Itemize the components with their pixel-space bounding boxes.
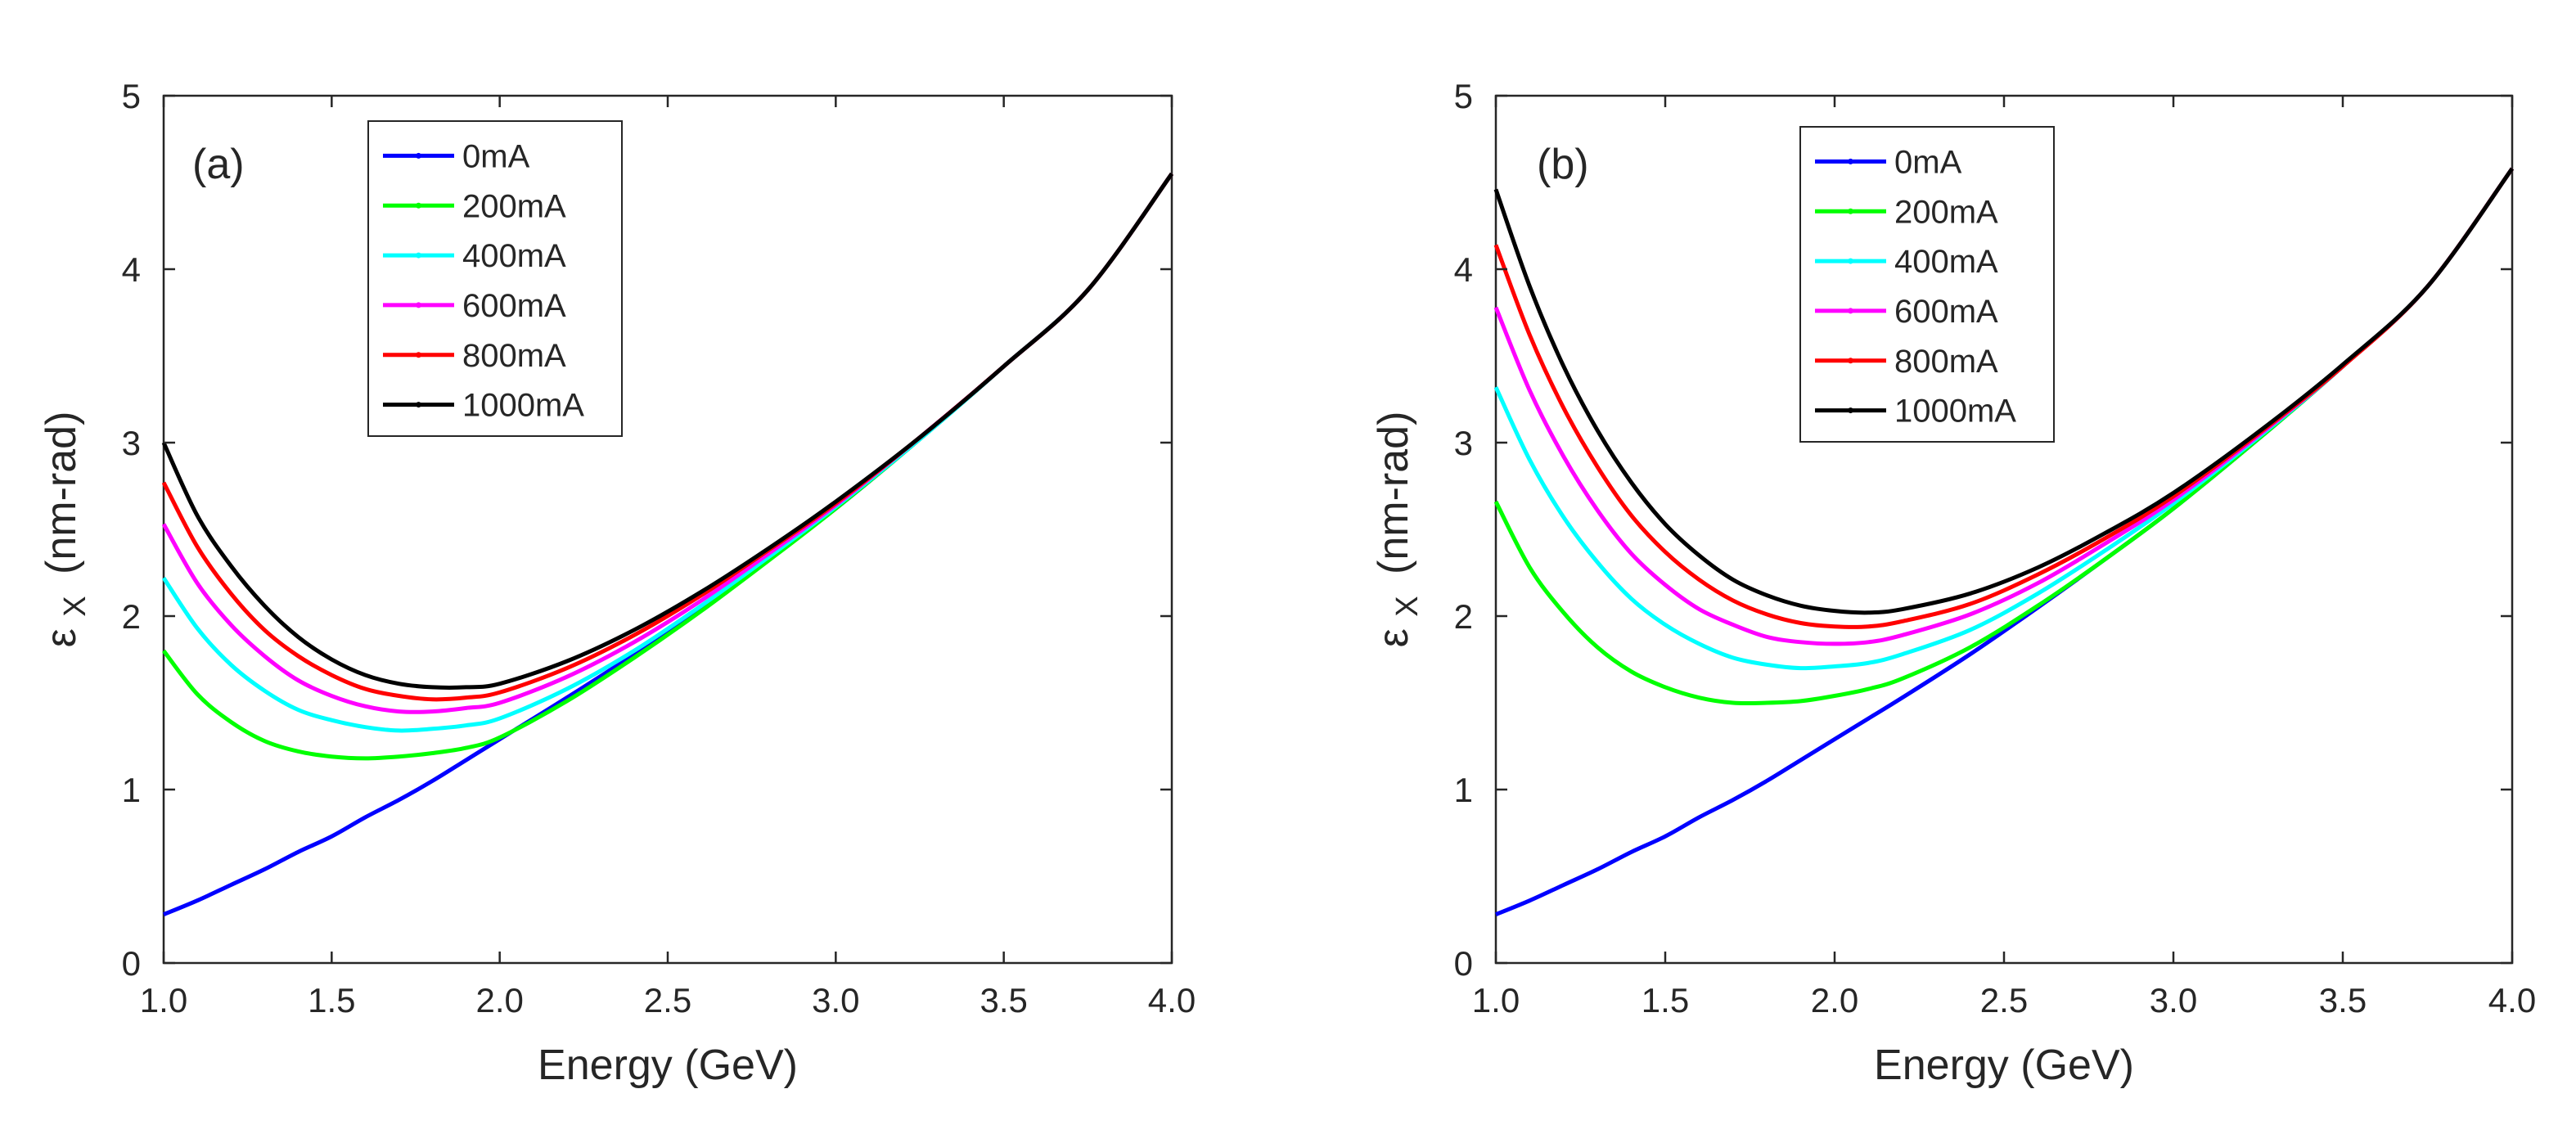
x-tick-label: 3.0 — [812, 981, 859, 1019]
legend-marker-400mA — [416, 252, 421, 259]
y-axis-label-symbol: ε — [1370, 628, 1417, 647]
ticks-layer: 1.0 1.5 2.0 2.5 3.0 3.5 4.0 0 1 2 3 4 5 — [1454, 77, 2537, 1019]
y-axis-label: ε X (nm-rad) — [38, 412, 95, 648]
legend: 0mA 200mA 400mA 600mA 800mA 1000mA — [1799, 126, 2055, 443]
y-tick-label: 5 — [122, 77, 141, 115]
x-tick-label: 3.5 — [980, 981, 1027, 1019]
ticks-layer: 1.0 1.5 2.0 2.5 3.0 3.5 4.0 0 1 2 3 4 5 — [122, 77, 1196, 1019]
legend-box — [1799, 126, 2055, 443]
y-tick-label: 1 — [1454, 771, 1473, 809]
y-axis-label: ε X (nm-rad) — [1370, 412, 1427, 648]
y-tick-label: 4 — [1454, 250, 1473, 289]
y-tick-label: 2 — [1454, 597, 1473, 636]
chart-panel-b: 1.0 1.5 2.0 2.5 3.0 3.5 4.0 0 1 2 3 4 5 (b) Energy (… — [1370, 77, 2536, 1089]
legend-label-200mA: 200mA — [462, 188, 566, 224]
panel-label: (b) — [1537, 141, 1589, 188]
legend-label-600mA: 600mA — [1894, 294, 1998, 330]
x-tick-label: 3.0 — [2150, 981, 2197, 1019]
series-layer — [1493, 167, 2515, 916]
legend-box — [367, 120, 623, 437]
legend-marker-400mA — [1848, 258, 1853, 264]
legend-marker-1000mA — [1848, 407, 1853, 414]
legend-label-400mA: 400mA — [1894, 244, 1998, 280]
y-axis-label-subscript: X — [1390, 596, 1425, 616]
y-tick-label: 4 — [122, 250, 141, 289]
legend-marker-200mA — [416, 202, 421, 209]
legend-label-0mA: 0mA — [462, 138, 530, 174]
legend-marker-800mA — [1848, 358, 1853, 364]
x-tick-label: 1.0 — [140, 981, 187, 1019]
x-tick-label: 1.5 — [308, 981, 355, 1019]
legend-marker-600mA — [1848, 308, 1853, 314]
x-tick-label: 1.5 — [1642, 981, 1689, 1019]
x-tick-label: 4.0 — [1148, 981, 1196, 1019]
series-line-1000mA — [1493, 167, 2515, 615]
legend: 0mA 200mA 400mA 600mA 800mA 1000mA — [367, 120, 623, 437]
x-tick-label: 3.5 — [2319, 981, 2367, 1019]
legend-label-1000mA: 1000mA — [462, 388, 584, 424]
chart-panel-a: 1.0 1.5 2.0 2.5 3.0 3.5 4.0 0 1 2 3 4 5 (a) Energy (… — [38, 77, 1196, 1089]
x-tick-label: 4.0 — [2488, 981, 2536, 1019]
legend-label-400mA: 400mA — [462, 238, 566, 274]
legend-label-600mA: 600mA — [462, 288, 566, 324]
y-tick-label: 2 — [122, 597, 141, 636]
x-tick-label: 2.5 — [1980, 981, 2028, 1019]
series-line-1000mA — [161, 172, 1174, 690]
legend-label-800mA: 800mA — [1894, 344, 1998, 380]
x-axis-label: Energy (GeV) — [1874, 1042, 2134, 1089]
y-tick-label: 0 — [122, 944, 141, 983]
legend-marker-600mA — [416, 302, 421, 308]
x-tick-label: 2.0 — [1811, 981, 1858, 1019]
panel-label: (a) — [192, 141, 245, 188]
legend-marker-800mA — [416, 352, 421, 358]
legend-marker-0mA — [1848, 158, 1853, 164]
x-axis-label: Energy (GeV) — [538, 1042, 798, 1089]
y-axis-label-unit: (nm-rad) — [38, 412, 85, 574]
x-tick-label: 2.5 — [644, 981, 691, 1019]
legend-marker-0mA — [416, 152, 421, 159]
legend-label-1000mA: 1000mA — [1894, 394, 2016, 430]
x-tick-label: 2.0 — [475, 981, 523, 1019]
y-tick-label: 0 — [1454, 944, 1473, 983]
y-axis-label-subscript: X — [58, 596, 92, 616]
legend-marker-1000mA — [416, 402, 421, 408]
y-tick-label: 5 — [1454, 77, 1473, 115]
y-axis-label-symbol: ε — [38, 628, 85, 647]
y-tick-label: 3 — [122, 424, 141, 462]
legend-label-0mA: 0mA — [1894, 144, 1962, 180]
legend-label-800mA: 800mA — [462, 338, 566, 374]
series-layer — [161, 172, 1174, 916]
y-axis-label-unit: (nm-rad) — [1370, 412, 1417, 574]
y-tick-label: 3 — [1454, 424, 1473, 462]
x-tick-label: 1.0 — [1472, 981, 1520, 1019]
y-tick-label: 1 — [122, 771, 141, 809]
legend-label-200mA: 200mA — [1894, 194, 1998, 230]
legend-marker-200mA — [1848, 208, 1853, 214]
